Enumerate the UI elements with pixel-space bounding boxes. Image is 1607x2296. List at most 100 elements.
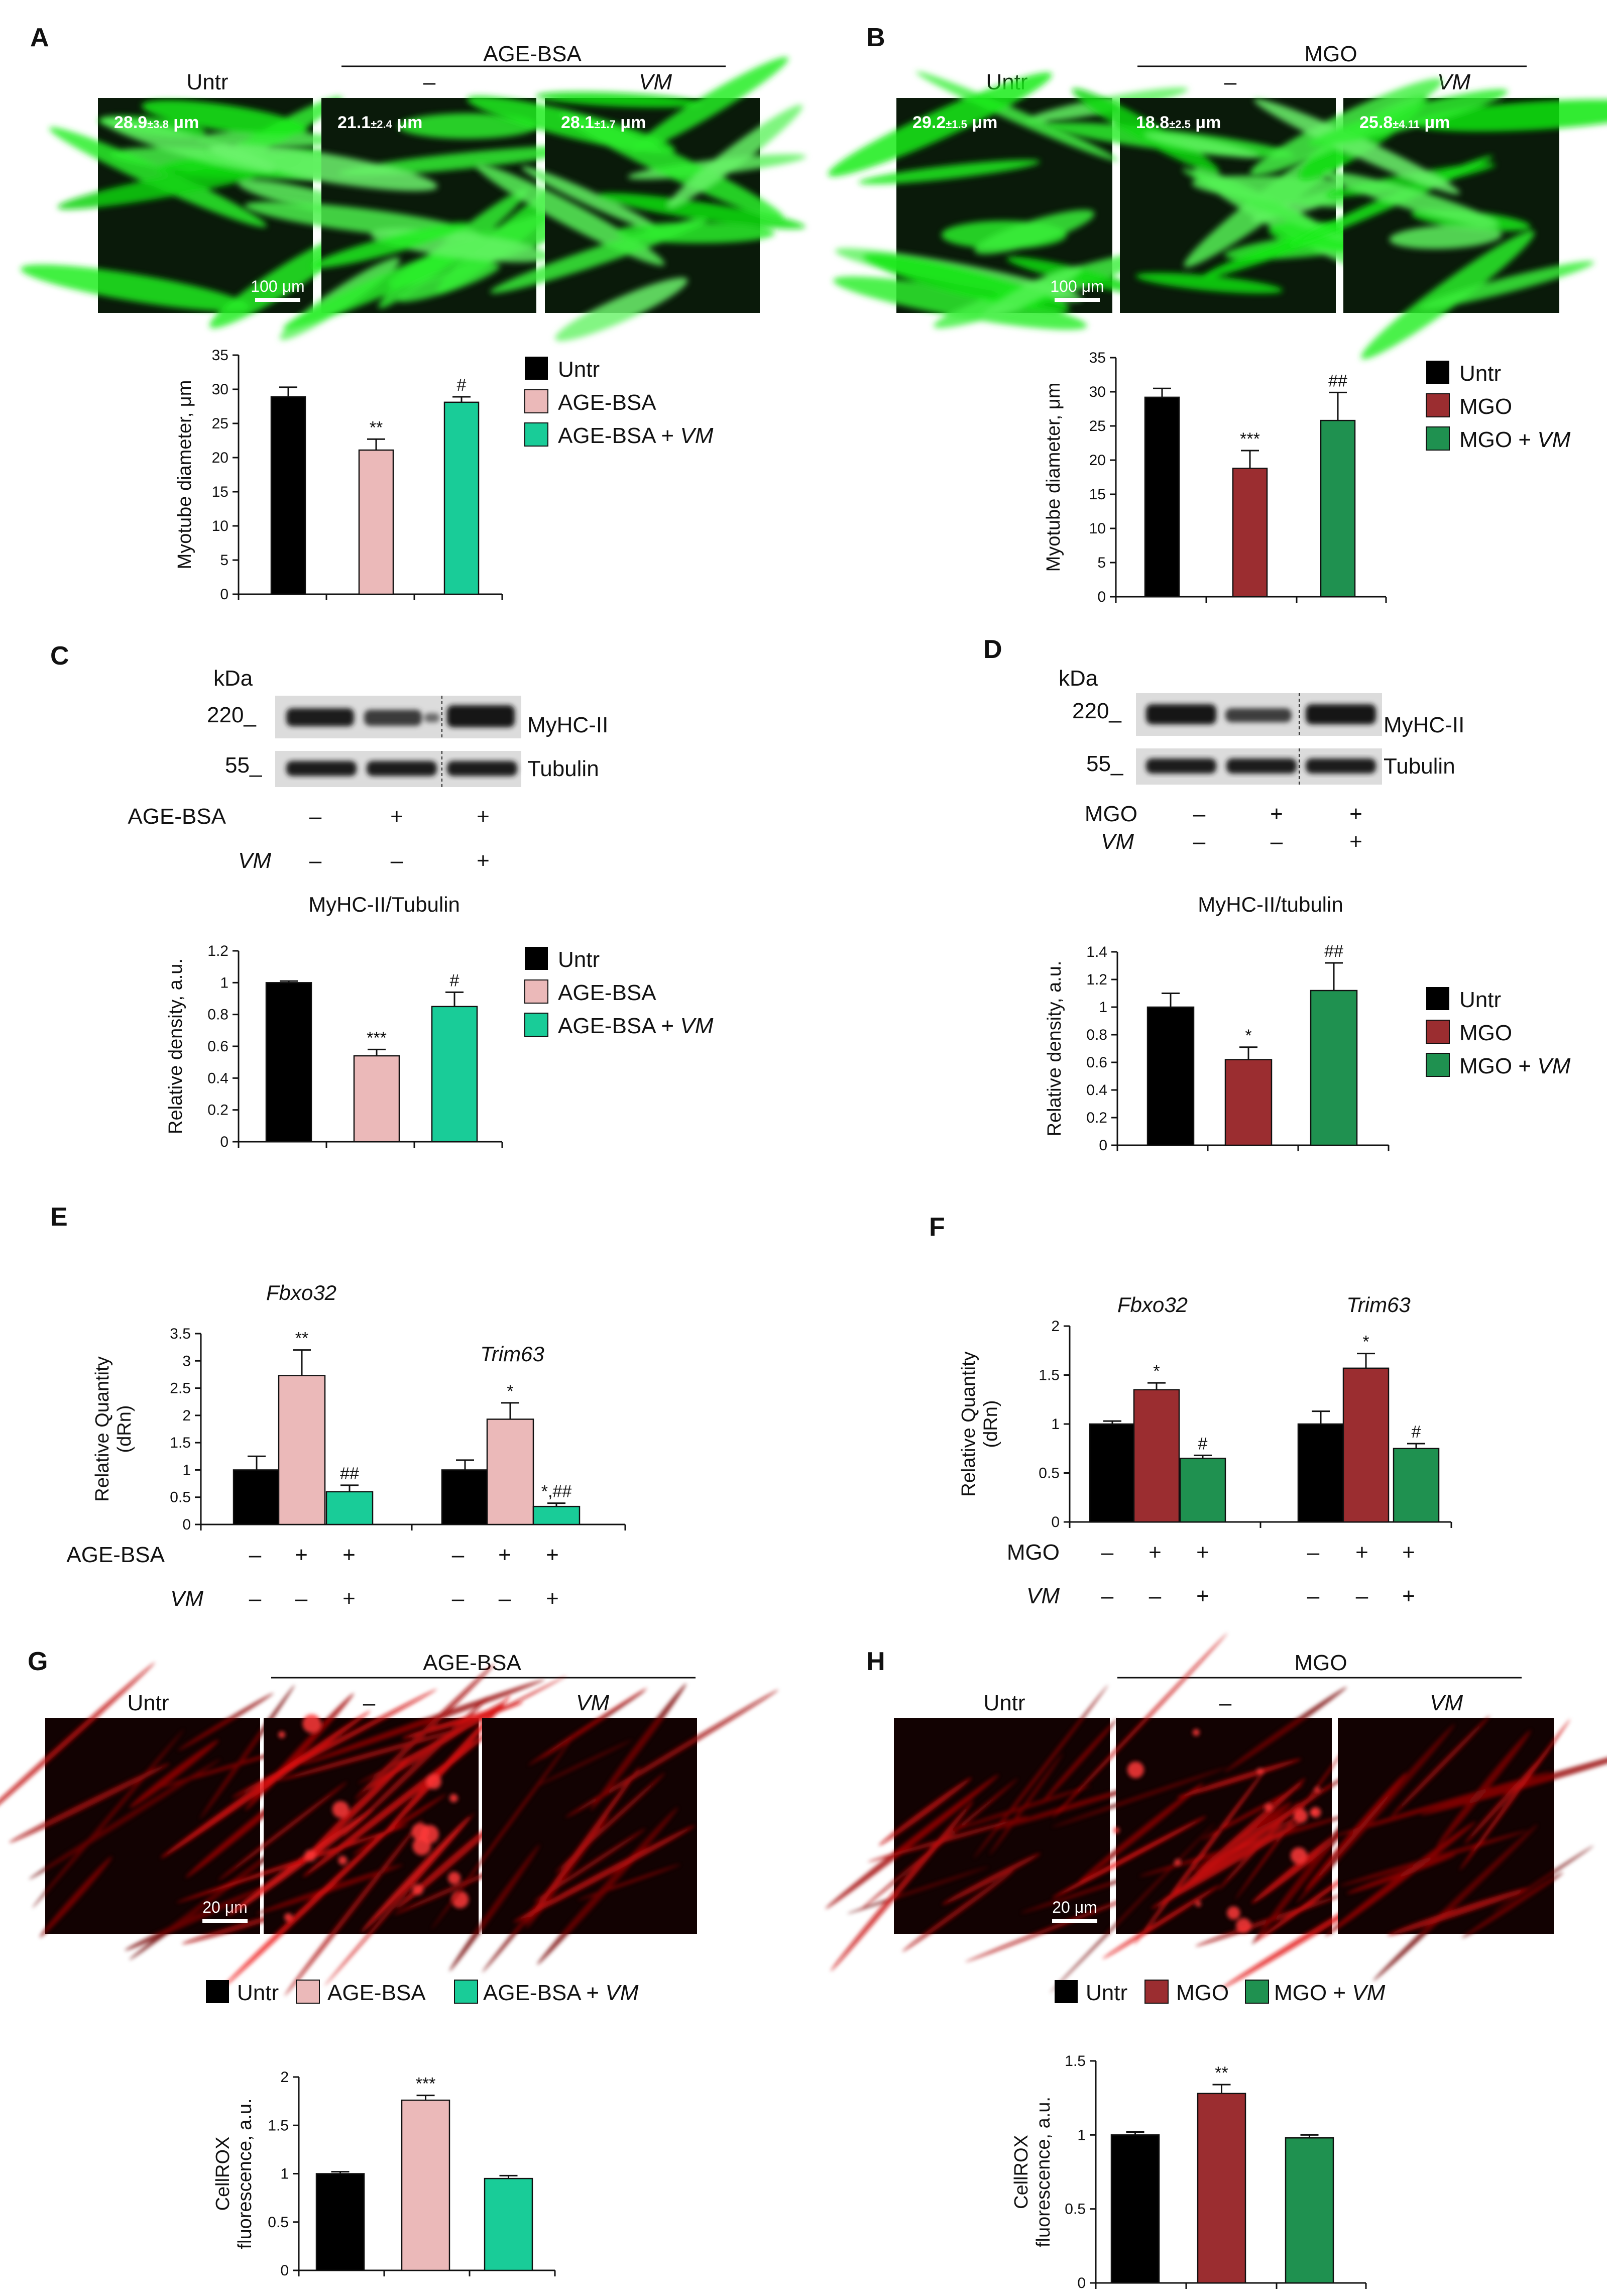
bar — [265, 982, 312, 1143]
legend-label-age-bsa: AGE-BSA — [558, 390, 656, 415]
bar — [431, 1006, 478, 1143]
panel-e-label: E — [50, 1202, 68, 1232]
micrograph-cell — [284, 1818, 423, 1996]
micrograph-cell — [397, 264, 500, 302]
panel-a-legend: Untr AGE-BSA AGE-BSA + VM — [524, 357, 714, 448]
panel-c-band-myhc: MyHC-II — [527, 713, 608, 737]
diameter-unit: μm — [1191, 113, 1221, 132]
panel-g-legend: Untr AGE-BSA AGE-BSA + VM — [206, 1980, 639, 2005]
micrograph-cell — [49, 127, 267, 228]
micrograph-cell — [1436, 1730, 1531, 1847]
treatment-sign: – — [1101, 1584, 1114, 1608]
micrograph-cell — [324, 1812, 475, 1986]
micrograph-cell — [868, 1816, 1029, 1862]
treatment-sign: + — [1196, 1540, 1209, 1565]
micrograph-cell — [858, 160, 1041, 185]
diameter-unit: μm — [967, 113, 997, 132]
micrograph-spot — [304, 1849, 316, 1862]
micrograph-cell — [1389, 225, 1502, 249]
y-tick-label: 0.6 — [207, 1038, 228, 1055]
legend-label-age-bsa-vm: AGE-BSA + VM — [558, 1014, 714, 1038]
diameter-unit: μm — [616, 113, 646, 132]
y-tick-label: 1.5 — [1039, 1367, 1060, 1384]
bar — [401, 2099, 450, 2271]
micrograph-cell — [129, 1828, 305, 1960]
micrograph-cell — [980, 265, 1083, 320]
gene-name-label: Fbxo32 — [266, 1281, 336, 1304]
bar — [1133, 1389, 1180, 1523]
micrograph-cell — [974, 1685, 1108, 1858]
blot-band — [286, 761, 357, 776]
micrograph-cell — [1040, 1719, 1117, 1804]
micrograph-cell — [209, 143, 438, 191]
micrograph-image — [1296, 1715, 1607, 1982]
panel-b-group-header: MGO — [1304, 42, 1357, 66]
treatment-sign: + — [546, 1586, 559, 1611]
treatment-sign: – — [249, 1543, 262, 1567]
y-tick-label: 1 — [280, 2166, 289, 2182]
panel-f: F 0 0.5 1 1.5 2 Relative Quantity(dRn) Fbxo32 T… — [929, 1213, 1452, 1608]
treatment-row-label: VM — [1101, 829, 1134, 854]
gene-name-label: Trim63 — [480, 1342, 544, 1366]
micrograph-cell — [533, 1828, 646, 1902]
bar — [1089, 1423, 1136, 1523]
y-tick-label: 0 — [220, 586, 228, 603]
bar — [484, 2177, 533, 2271]
bar — [353, 1055, 400, 1143]
treatment-sign: + — [477, 804, 490, 829]
treatment-sign: – — [452, 1586, 465, 1611]
y-tick-label: 0 — [280, 2262, 289, 2279]
blot-band — [367, 761, 437, 776]
micrograph-spot — [278, 1731, 285, 1738]
significance-label: # — [1412, 1423, 1421, 1442]
blot-band — [364, 710, 422, 726]
micrograph-cell — [358, 1676, 567, 1784]
micrograph-spot — [284, 1913, 293, 1922]
y-tick-label: 0.2 — [1086, 1110, 1107, 1126]
micrograph-cell — [305, 1756, 411, 1858]
micrograph-cell — [615, 222, 775, 244]
y-axis-label: Relative Quantity(dRn) — [958, 1351, 1001, 1496]
micrograph-spot — [1294, 1809, 1308, 1823]
micrograph-diameter-label: 29.2±1.5 μm — [912, 113, 997, 132]
significance-label: * — [1245, 1026, 1251, 1045]
blot-bands — [286, 761, 517, 776]
y-axis-label: Relative Quantity(dRn) — [92, 1356, 135, 1501]
legend-swatch-mgo-vm — [1426, 426, 1450, 451]
micrograph-cell — [29, 1759, 221, 1880]
panel-a-col-minus: – — [423, 70, 436, 94]
y-tick-label: 0 — [1077, 2275, 1086, 2291]
micrograph-cell — [989, 1753, 1063, 1855]
micrograph-cell — [632, 57, 788, 152]
treatment-sign: + — [342, 1586, 356, 1611]
y-axis-label-line: CellROX — [212, 2137, 234, 2211]
panel-g-col-vm: VM — [576, 1691, 609, 1715]
y-tick-label: 20 — [1089, 452, 1106, 469]
micrograph-cell — [283, 236, 493, 330]
y-tick-label: 2 — [1051, 1318, 1060, 1335]
micrograph-cell — [218, 1782, 348, 1881]
panel-a-chart: 0 5 10 15 20 25 30 35 Myotube diameter, μm ** # — [174, 347, 503, 603]
micrograph-spot — [426, 1774, 441, 1790]
micrograph-cell — [1151, 1818, 1307, 1909]
micrograph-diameter-label: 21.1±2.4 μm — [337, 113, 422, 132]
panel-e: E 0 0.5 1 1.5 2 2.5 3 3.5 Relative Quantity(dRn)… — [50, 1202, 626, 1611]
legend-label-untr: Untr — [1459, 361, 1501, 386]
treatment-sign: – — [249, 1586, 262, 1611]
panel-c: C kDa 220_ 55_ MyHC-II Tubulin AGE-BS — [50, 641, 714, 1150]
panel-d-band-myhc: MyHC-II — [1384, 713, 1464, 737]
bar — [270, 396, 306, 595]
y-tick-label: 0.5 — [268, 2214, 289, 2231]
micrograph-cell — [449, 1844, 540, 1972]
diameter-unit: μm — [169, 113, 199, 132]
micrograph-cell — [1492, 1845, 1594, 1913]
micrograph-spot — [1236, 1918, 1251, 1934]
y-axis-label-line: Relative Quantity — [958, 1351, 979, 1496]
micrograph-spot — [1314, 1787, 1320, 1793]
micrograph-cell — [40, 1856, 112, 1938]
micrograph-spot — [1195, 1901, 1201, 1907]
treatment-sign: + — [1355, 1540, 1368, 1565]
y-tick-label: 2 — [182, 1407, 191, 1424]
bar — [1310, 990, 1358, 1146]
